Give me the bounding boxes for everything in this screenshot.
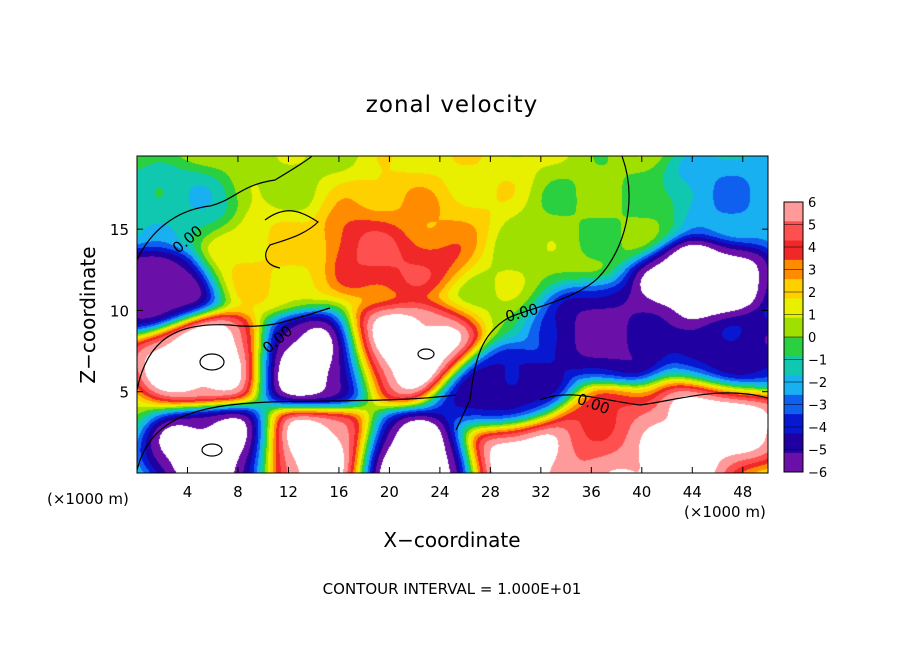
colorbar-label: 3 <box>808 264 816 279</box>
colorbar-label: 4 <box>808 241 816 256</box>
chart-title: zonal velocity <box>366 92 538 118</box>
colorbar-swatch <box>784 375 803 396</box>
colorbar-swatch <box>784 356 803 377</box>
x-tick-label: 28 <box>481 483 500 501</box>
colorbar-label: −4 <box>808 421 827 436</box>
x-tick-label: 16 <box>329 483 348 501</box>
colorbar-swatch <box>784 337 803 357</box>
y-axis-label: Z−coordinate <box>76 246 100 383</box>
colorbar-label: 1 <box>808 309 816 324</box>
contour-line-lower <box>137 394 457 471</box>
x-tick-label: 8 <box>233 483 243 501</box>
colorbar-swatch <box>784 221 803 242</box>
y-tick-label: 15 <box>110 221 129 239</box>
colorbar-label: 2 <box>808 286 816 301</box>
colorbar-label: −1 <box>808 354 827 369</box>
x-tick-label: 48 <box>733 483 752 501</box>
colorbar: 6 5 4 3 2 1 0 −1 −2 −3 −4 −5 −6 <box>783 196 827 481</box>
zero-contours <box>137 156 768 471</box>
plot-frame <box>136 155 769 474</box>
colorbar-label: 5 <box>808 219 816 234</box>
colorbar-label: −2 <box>808 376 827 391</box>
colorbar-swatch <box>784 202 803 222</box>
colorbar-label: −6 <box>808 466 827 481</box>
colorbar-label: −3 <box>808 399 827 414</box>
y-tick-label: 10 <box>110 302 129 320</box>
x-tick-label: 36 <box>582 483 601 501</box>
contour-line-right <box>455 156 630 431</box>
colorbar-swatch <box>784 279 803 299</box>
contour-line-upper-mid <box>264 210 319 269</box>
contour-loop-1 <box>199 353 225 371</box>
colorbar-swatch <box>784 452 803 473</box>
colorbar-label: −5 <box>808 444 827 459</box>
contour-line-upper <box>137 156 313 261</box>
colorbar-swatch <box>784 240 803 261</box>
x-tick-label: 24 <box>430 483 449 501</box>
x-tick-label: 20 <box>380 483 399 501</box>
x-axis: 4 8 12 16 20 24 28 32 36 40 44 48 <box>183 156 752 501</box>
x-axis-label: X−coordinate <box>383 528 520 552</box>
x-tick-label: 44 <box>683 483 702 501</box>
colorbar-swatch <box>784 298 803 319</box>
contour-interval-note: CONTOUR INTERVAL = 1.000E+01 <box>323 580 582 598</box>
heatmap-raster <box>137 156 768 473</box>
y-tick-label: 5 <box>119 384 129 402</box>
colorbar-swatch <box>784 433 803 454</box>
x-unit-right: (×1000 m) <box>684 503 766 521</box>
colorbar-swatch <box>784 414 803 434</box>
contour-line-left <box>137 307 331 391</box>
x-tick-label: 12 <box>279 483 298 501</box>
x-unit-left: (×1000 m) <box>47 490 129 508</box>
colorbar-label: 0 <box>808 331 816 346</box>
y-axis: 5 10 15 <box>110 221 768 402</box>
x-tick-label: 4 <box>183 483 193 501</box>
x-tick-label: 32 <box>531 483 550 501</box>
heatmap-field <box>137 156 768 473</box>
contour-line-bottom-right <box>539 392 768 406</box>
contour-loop-3 <box>201 443 223 457</box>
colorbar-label: 6 <box>808 196 816 211</box>
contour-loop-2 <box>417 348 435 360</box>
x-tick-label: 40 <box>632 483 651 501</box>
colorbar-swatch <box>784 317 803 338</box>
